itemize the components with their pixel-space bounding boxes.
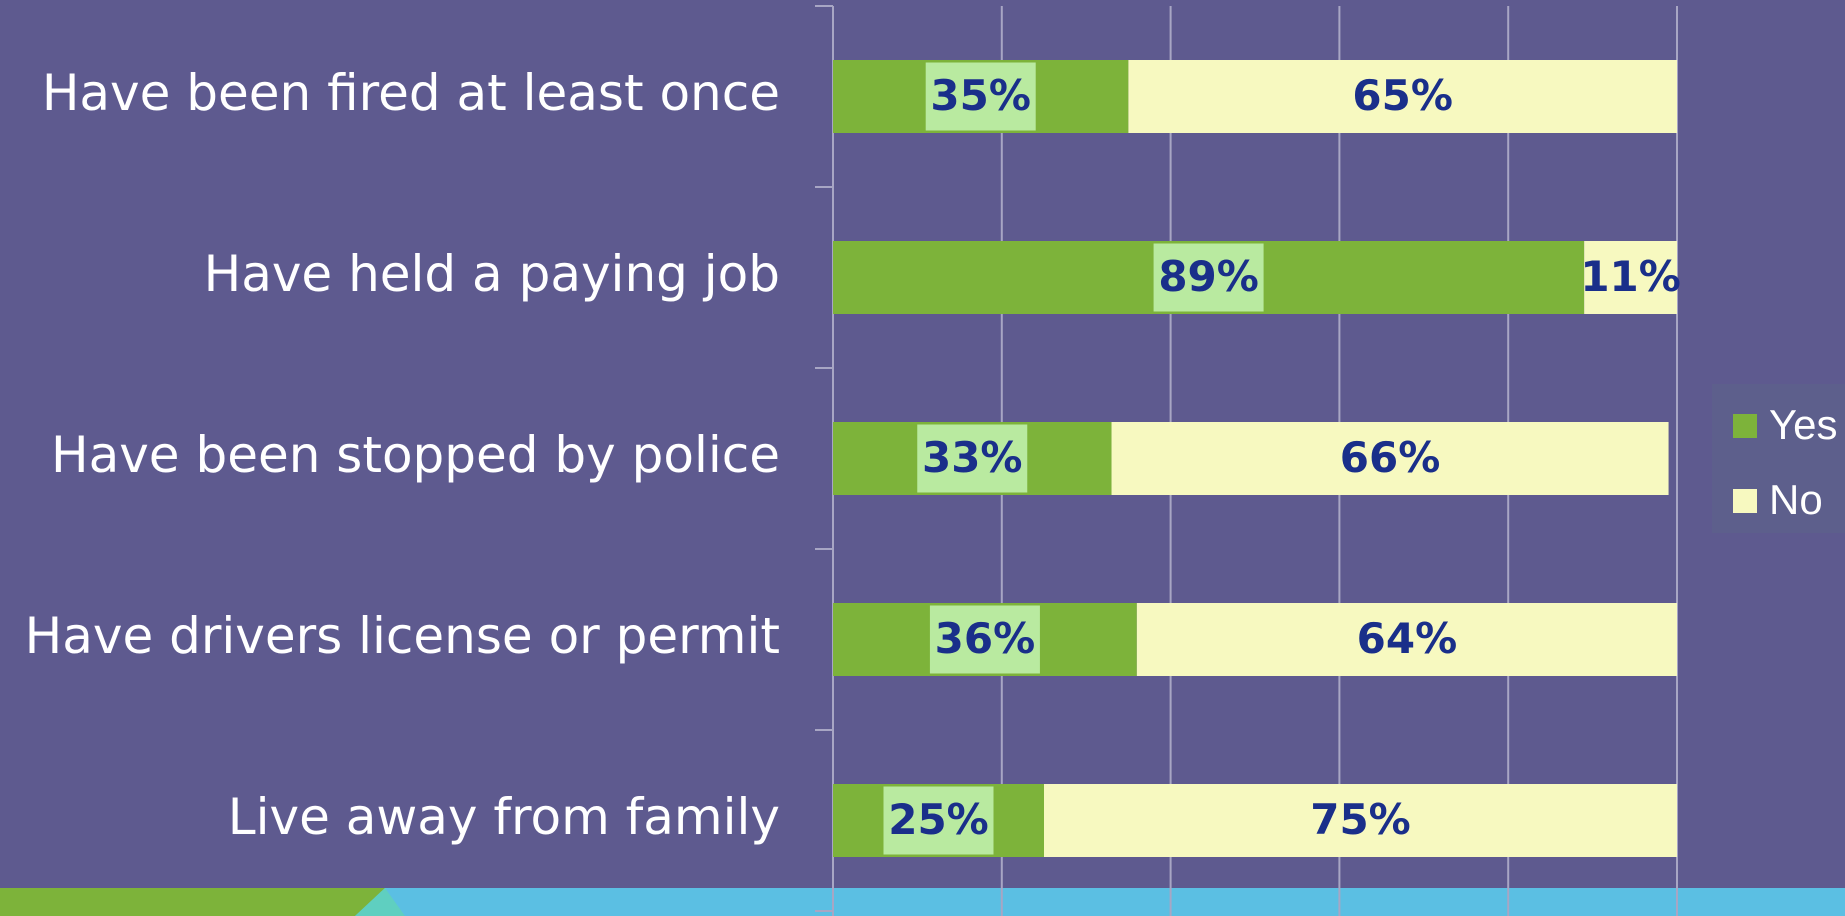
data-label: 25% — [888, 795, 989, 844]
label-box — [925, 62, 1036, 131]
data-label: 33% — [922, 433, 1023, 482]
category-label: Have been stopped by police — [51, 426, 780, 484]
category-label: Have drivers license or permit — [25, 607, 780, 665]
label-box — [883, 786, 994, 855]
data-label: 65% — [1352, 71, 1453, 120]
data-label: 66% — [1340, 433, 1441, 482]
legend-label: Yes — [1769, 401, 1838, 448]
bar-segment — [1111, 422, 1669, 495]
plot: Have been fired at least once 35% 65% Have … — [25, 5, 1845, 916]
legend-swatch — [1733, 489, 1757, 513]
category-label: Have been fired at least once — [42, 64, 780, 122]
label-box — [929, 605, 1040, 674]
data-label: 35% — [930, 71, 1031, 120]
label-box — [917, 424, 1028, 493]
footer-accent — [355, 888, 405, 916]
bar-segment — [1128, 60, 1677, 133]
data-label: 75% — [1310, 795, 1411, 844]
label-box — [1153, 243, 1264, 312]
data-label: 11% — [1580, 252, 1681, 301]
bar-segment — [1044, 784, 1677, 857]
footer-accent — [0, 888, 385, 916]
legend-swatch — [1733, 414, 1757, 438]
data-label: 64% — [1357, 614, 1458, 663]
bar-segment — [1584, 241, 1677, 314]
data-label: 89% — [1158, 252, 1259, 301]
data-label: 36% — [935, 614, 1036, 663]
legend-label: No — [1769, 476, 1823, 523]
category-label: Live away from family — [228, 788, 780, 846]
bar-segment — [1136, 603, 1677, 676]
category-label: Have held a paying job — [204, 245, 780, 303]
